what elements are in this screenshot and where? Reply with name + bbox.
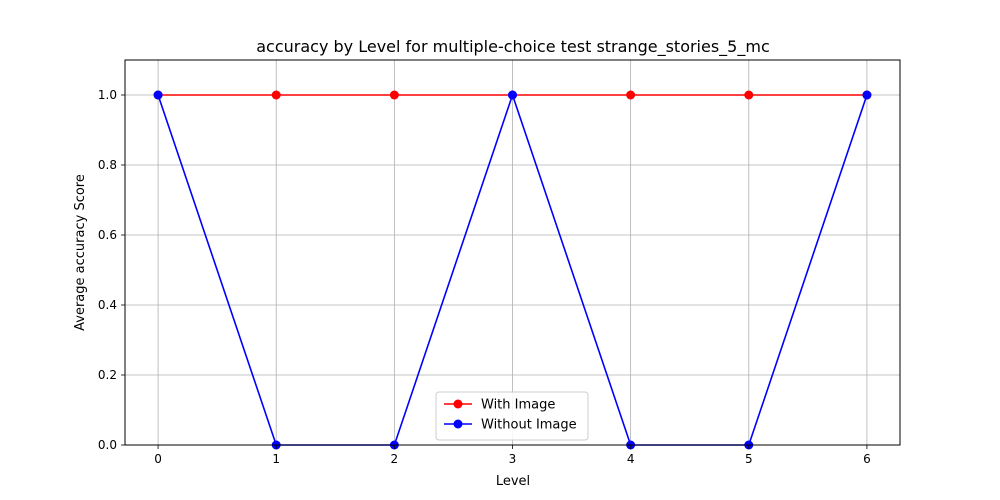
x-tick-label: 6	[863, 452, 871, 466]
y-tick-label: 0.0	[98, 438, 117, 452]
legend: With Image Without Image	[435, 391, 589, 441]
x-tick-label: 0	[154, 452, 162, 466]
data-point	[744, 90, 754, 100]
chart-title: accuracy by Level for multiple-choice te…	[256, 37, 770, 57]
legend-box	[435, 391, 589, 441]
y-axis-label: Average accuracy Score	[73, 174, 88, 331]
grid	[125, 60, 900, 446]
x-tick-label: 4	[627, 452, 635, 466]
data-point	[508, 90, 517, 100]
y-tick-label: 0.4	[98, 298, 117, 312]
x-tick-label: 3	[509, 452, 517, 466]
ticks: 0 1 2 3 4 5 6 0.0 0.2 0.4 0.6 0.8 1.0	[98, 88, 871, 466]
legend-label: Without Image	[481, 418, 577, 433]
y-tick-label: 0.8	[98, 158, 117, 172]
data-point	[626, 90, 636, 100]
x-tick-label: 2	[391, 452, 399, 466]
legend-marker	[453, 399, 463, 409]
legend-marker	[453, 419, 463, 429]
y-tick-label: 0.6	[98, 228, 117, 242]
data-point	[271, 90, 281, 100]
legend-label: With Image	[481, 398, 555, 413]
x-tick-label: 5	[745, 452, 753, 466]
x-axis-label: Level	[496, 474, 530, 489]
data-point	[389, 90, 399, 100]
y-tick-label: 1.0	[98, 88, 117, 102]
data-point	[153, 90, 163, 100]
x-tick-label: 1	[272, 452, 280, 466]
y-tick-label: 0.2	[98, 368, 117, 382]
data-point	[862, 90, 872, 100]
